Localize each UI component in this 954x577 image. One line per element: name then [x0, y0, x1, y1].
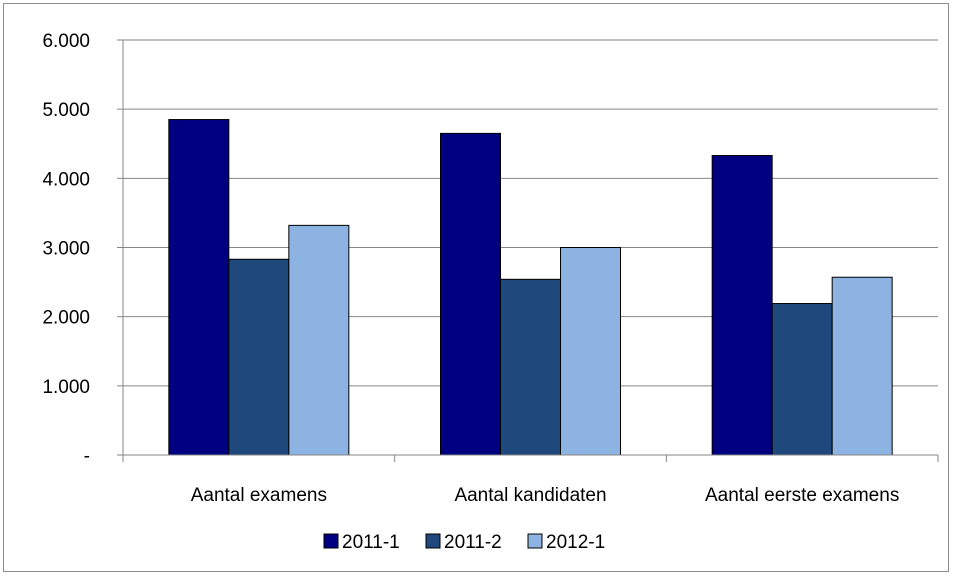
bar [500, 278, 561, 456]
bar [440, 132, 501, 456]
legend-label: 2011-2 [444, 532, 502, 553]
y-tick-label: - [84, 446, 90, 467]
y-tick-label: 6.000 [42, 31, 90, 52]
x-category-label: Aantal eerste examens [705, 485, 899, 506]
y-axis-ticks: - 1.000 2.000 3.000 4.000 5.000 6.000 [42, 31, 90, 467]
y-tick-label: 3.000 [42, 239, 90, 260]
legend-label: 2011-1 [342, 532, 400, 553]
y-tick-label: 1.000 [42, 377, 90, 398]
legend-swatch [425, 533, 441, 549]
bar [831, 276, 893, 456]
legend-swatch [323, 533, 339, 549]
bar [711, 155, 773, 456]
x-category-label: Aantal kandidaten [454, 485, 606, 506]
legend-swatch [527, 533, 543, 549]
legend: 2011-1 2011-2 2012-1 [323, 532, 605, 553]
y-tick-label: 2.000 [42, 308, 90, 329]
x-axis-labels: Aantal examens Aantal kandidaten Aantal ee… [191, 485, 900, 506]
x-category-label: Aantal examens [191, 485, 327, 506]
axes [117, 39, 939, 462]
bar [168, 119, 230, 456]
y-tick-label: 5.000 [42, 100, 90, 121]
bar [288, 224, 350, 456]
bar [228, 258, 290, 456]
legend-label: 2012-1 [546, 532, 605, 553]
bars [168, 119, 893, 456]
bar [560, 247, 621, 456]
y-tick-label: 4.000 [42, 169, 90, 190]
bar [771, 303, 833, 456]
